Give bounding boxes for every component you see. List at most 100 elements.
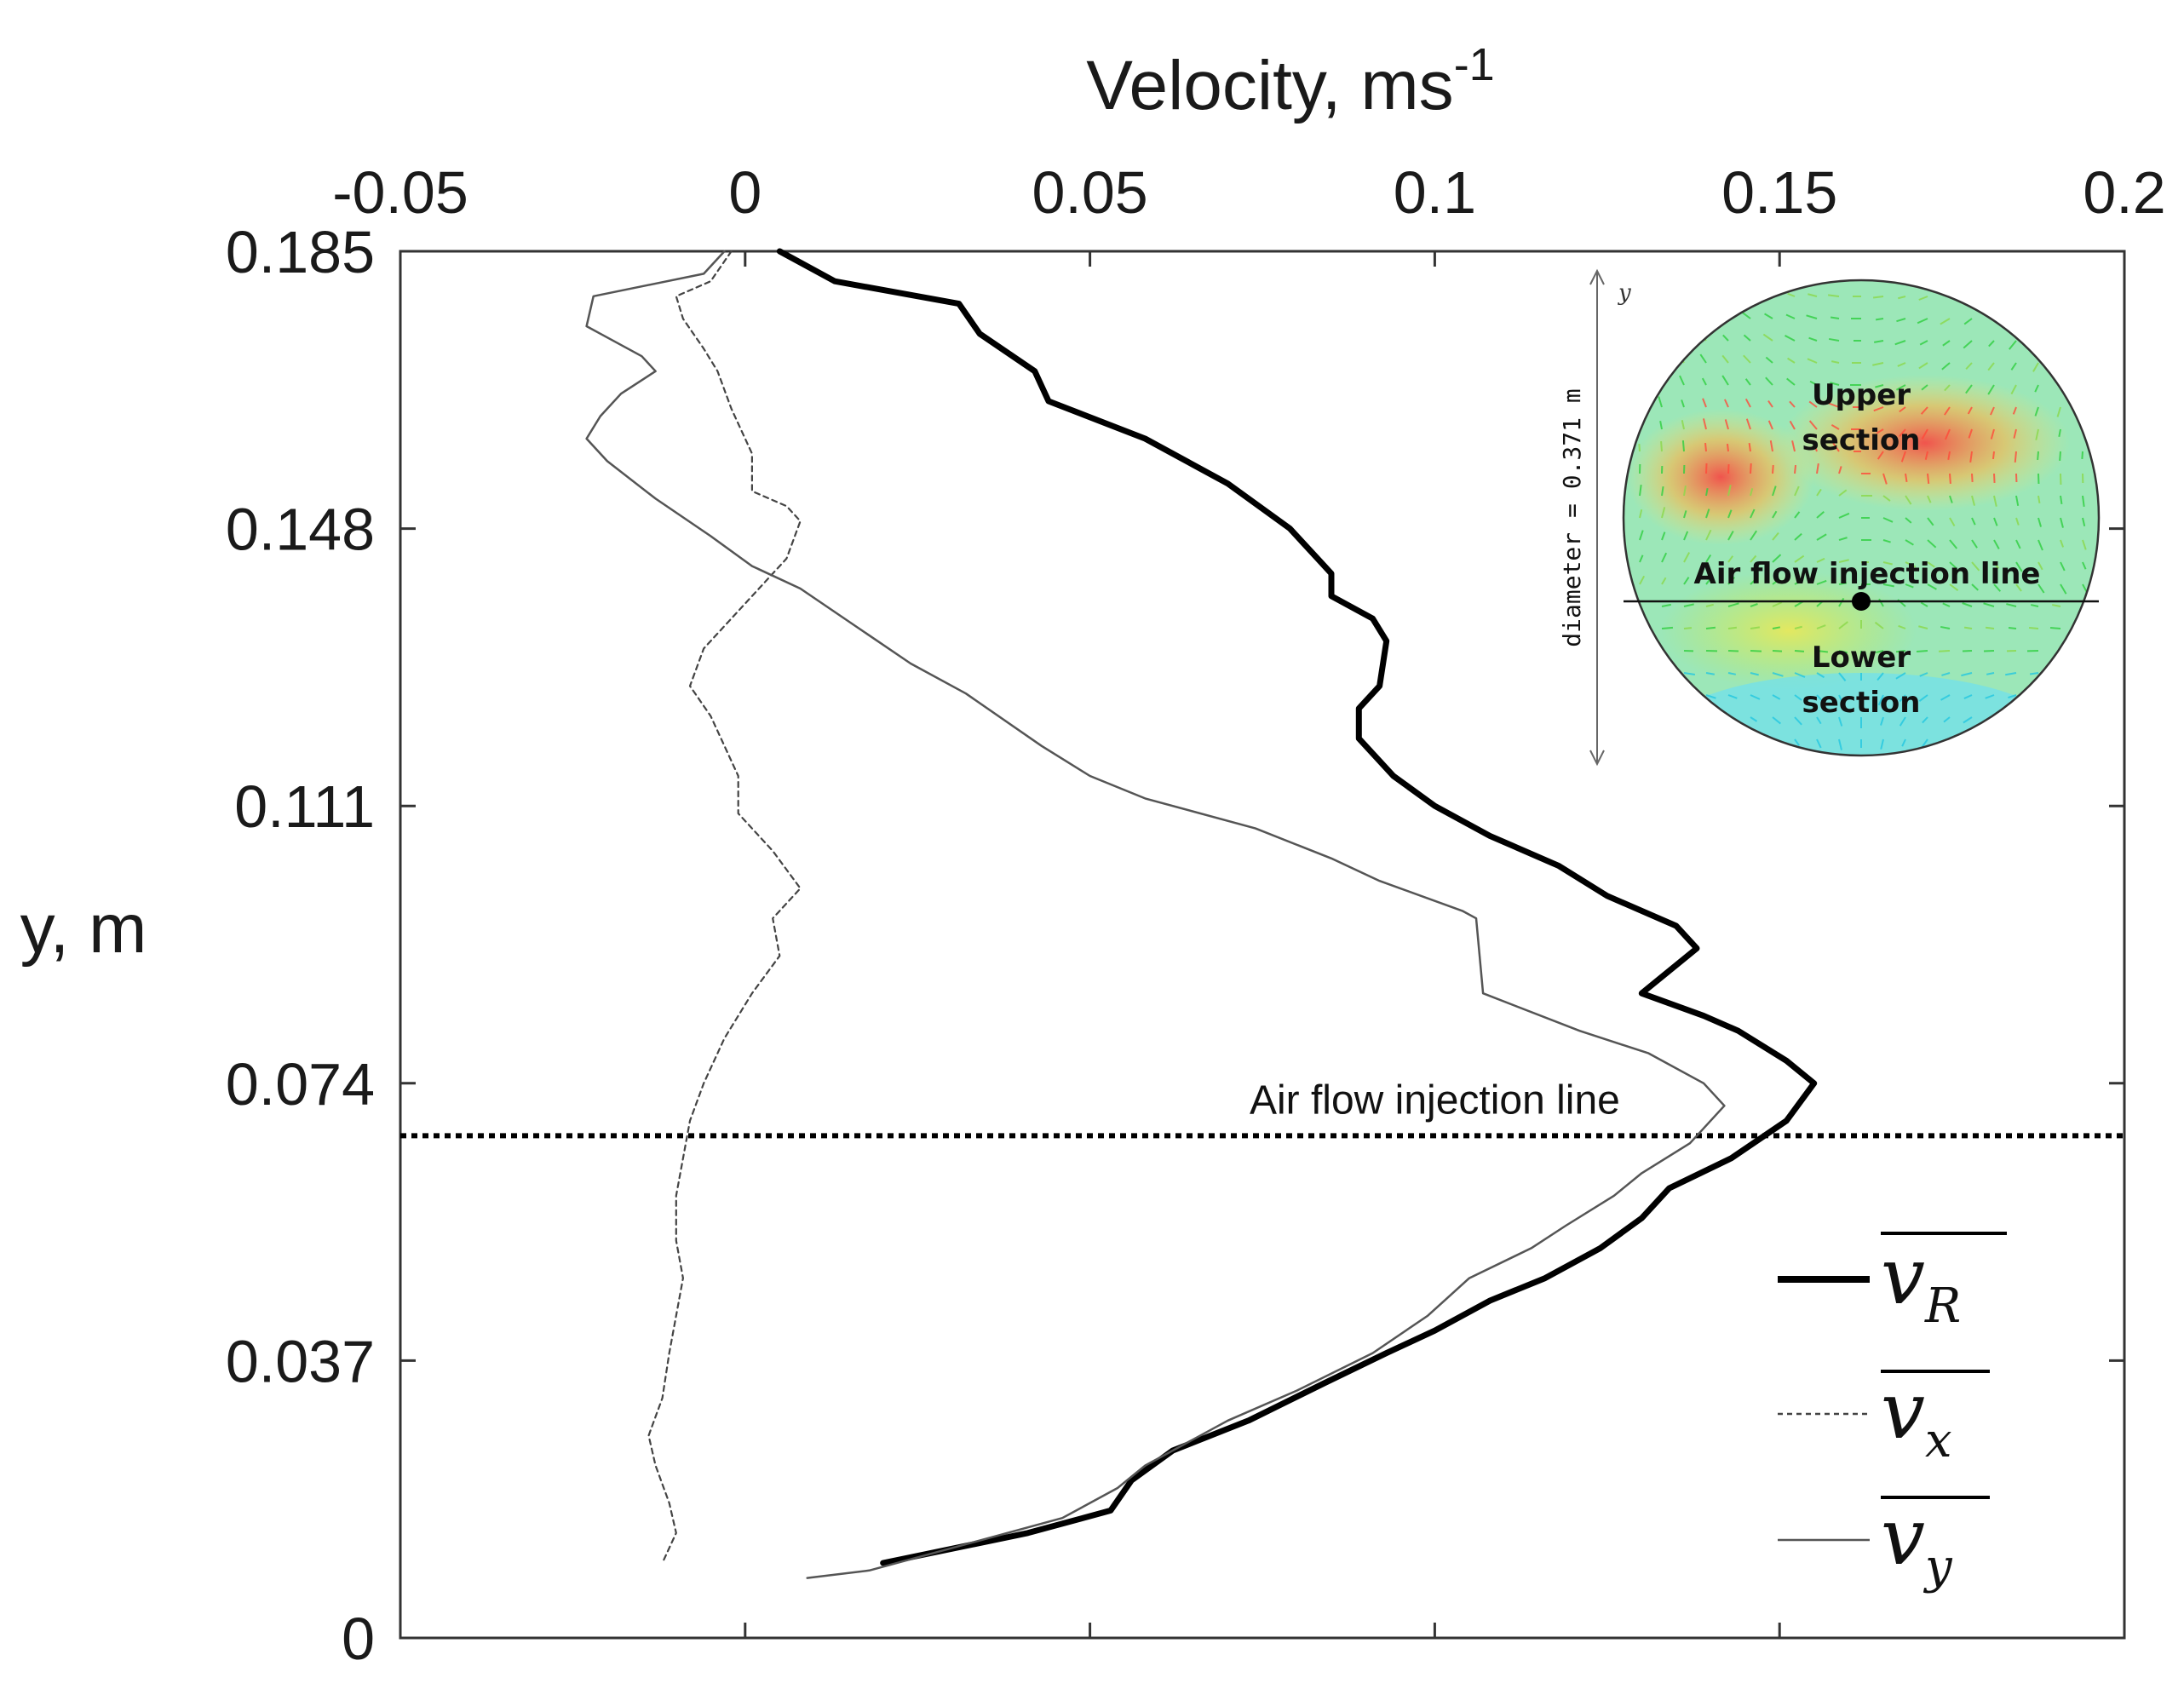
- inset-vector-arrow: [1727, 509, 1733, 519]
- inset-vector-arrow: [1787, 357, 1796, 364]
- inset-vector-arrow: [1785, 335, 1796, 342]
- inset-vector-arrow: [1772, 486, 1777, 497]
- inset-vector-arrow: [1971, 561, 1980, 572]
- inset-vector-arrow: [1639, 530, 1644, 541]
- inset-vector-arrow: [1750, 603, 1758, 607]
- inset-vector-arrow: [1769, 440, 1773, 452]
- inset-vector-arrow: [1993, 517, 1998, 526]
- inset-injection-point: [1852, 592, 1871, 611]
- inset-vector-arrow: [1639, 554, 1644, 563]
- inset-vector-arrow: [1829, 337, 1840, 342]
- inset-vector-arrow: [1794, 650, 1805, 652]
- inset-y-axis-label: y: [1618, 280, 1631, 306]
- inset-vector-arrow: [1745, 418, 1751, 430]
- inset-vector-arrow: [1899, 694, 1906, 703]
- inset-vector-arrow: [2037, 451, 2039, 461]
- inset-vector-arrow: [1705, 529, 1712, 541]
- series-line-v-r: [776, 248, 1818, 1566]
- inset-vector-arrow: [1679, 375, 1685, 386]
- inset-vector-arrow: [1985, 694, 1995, 699]
- inset-diameter-arrowhead-top: [1589, 268, 1605, 285]
- inset-vector-arrow: [1967, 406, 1973, 415]
- plot-frame: [399, 250, 2126, 1640]
- inset-diameter-label: diameter = 0.371 m: [1558, 388, 1586, 646]
- inset-vector-arrow: [1727, 626, 1738, 629]
- inset-vector-arrow: [1705, 575, 1714, 585]
- inset-vector-arrow: [2015, 539, 2021, 549]
- inset-vector-arrow: [1816, 533, 1827, 541]
- inset-vector-arrow: [1791, 440, 1796, 452]
- inset-vector-arrow: [1750, 488, 1754, 497]
- inset-vector-arrow: [1750, 626, 1761, 629]
- inset-vector-arrow: [1927, 561, 1935, 568]
- inset-vector-arrow: [1838, 537, 1848, 541]
- inset-vector-arrow: [1968, 428, 1973, 439]
- inset-vector-arrow: [1683, 552, 1691, 563]
- inset-vector-arrow: [2035, 428, 2039, 440]
- inset-vector-arrow: [1750, 716, 1758, 722]
- inset-vector-arrow: [2081, 451, 2083, 460]
- inset-upper-label-line2: section: [1802, 423, 1921, 457]
- inset-vector-arrow: [1750, 508, 1756, 519]
- inset-vector-arrow: [1816, 488, 1822, 497]
- inset-vector-arrow: [1683, 485, 1687, 497]
- inset-vector-arrow: [1882, 539, 1891, 543]
- inset-vector-arrow: [1963, 626, 1973, 629]
- inset-vector-arrow: [1721, 375, 1729, 386]
- y-axis-title: y, m: [20, 890, 147, 968]
- inset-vector-arrow: [1794, 672, 1806, 678]
- inset-vector-arrow: [1661, 626, 1674, 629]
- x-axis-title: Velocity, ms-1: [1086, 39, 1494, 124]
- inset-vector-arrow: [2082, 539, 2087, 550]
- inset-vector-arrow: [2056, 406, 2061, 417]
- inset-vector-arrow: [1838, 489, 1848, 497]
- inset-vector-arrow: [1816, 511, 1825, 519]
- inset-vector-arrow: [1740, 311, 1751, 319]
- inset-vector-arrow: [1880, 716, 1884, 726]
- inset-vector-arrow: [1808, 420, 1818, 430]
- inset-vector-arrow: [1727, 602, 1739, 607]
- inset-vector-arrow: [1945, 428, 1951, 440]
- inset-vector-arrow: [1927, 539, 1937, 549]
- inset-vector-arrow: [1921, 384, 1928, 391]
- inset-vector-arrow: [1898, 624, 1906, 629]
- inset-upper-label-line1: Upper: [1812, 378, 1911, 412]
- inset-vector-arrow: [1661, 552, 1668, 563]
- inset-vector-arrow: [1983, 602, 1995, 607]
- inset-vector-arrow: [1875, 384, 1884, 388]
- inset-vector-arrow: [1920, 601, 1928, 607]
- inset-vector-arrow: [1808, 293, 1818, 297]
- inset-vector-arrow: [1724, 419, 1729, 430]
- inset-vector-arrow: [1787, 292, 1796, 297]
- inset-vector-arrow: [1993, 561, 2000, 569]
- inset-vector-arrow: [1938, 650, 1951, 652]
- inset-vector-arrow: [1988, 340, 1995, 348]
- inset-vector-arrow: [1941, 672, 1951, 676]
- x-tick-label-1: 0: [728, 159, 762, 226]
- inset-vector-arrow: [1765, 376, 1773, 386]
- inset-vector-arrow: [1838, 738, 1842, 750]
- inset-vector-arrow: [1949, 583, 1959, 592]
- inset-vector-arrow: [1949, 495, 1953, 503]
- inset-vector-arrow: [1901, 738, 1906, 747]
- inset-vector-arrow: [1949, 473, 1951, 485]
- inset-vector-arrow: [1921, 738, 1928, 748]
- inset-vector-arrow: [1705, 487, 1709, 497]
- inset-vector-arrow: [1727, 555, 1734, 563]
- inset-vector-arrow: [1922, 716, 1928, 724]
- inset-vector-arrow: [1723, 399, 1729, 408]
- inset-vector-arrow: [1873, 406, 1884, 412]
- inset-vector-arrow: [1772, 578, 1780, 585]
- inset-vector-arrow: [1947, 451, 1951, 461]
- inset-vector-arrow: [1944, 384, 1951, 392]
- inset-vector-arrow: [1794, 738, 1801, 746]
- inset-vector-arrow: [1838, 466, 1842, 474]
- inset-vector-arrow: [1940, 625, 1951, 629]
- inset-vector-arrow: [1905, 561, 1917, 568]
- inset-vector-arrow: [1905, 539, 1914, 546]
- x-axis-title-exponent: -1: [1454, 39, 1495, 90]
- inset-lower-label-line1: Lower: [1812, 641, 1911, 675]
- inset-vector-arrow: [1789, 400, 1796, 408]
- inset-vector-arrow: [1838, 582, 1848, 585]
- inset-vector-arrow: [1794, 625, 1802, 629]
